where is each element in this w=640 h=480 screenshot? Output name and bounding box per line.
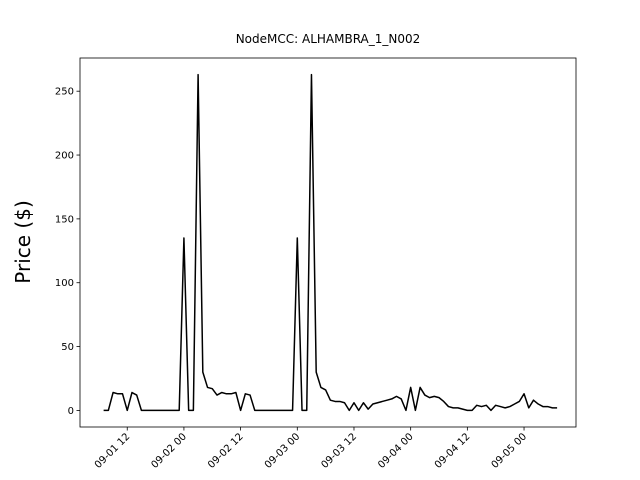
price-line [103, 73, 558, 412]
y-tick-label: 250 [55, 87, 74, 98]
y-tick-label: 50 [61, 342, 74, 353]
plot-frame [79, 57, 577, 428]
y-tick-label: 200 [55, 151, 74, 162]
y-axis-label: Price ($) [11, 200, 35, 283]
y-tick-label: 0 [68, 406, 74, 417]
chart-title: NodeMCC: ALHAMBRA_1_N002 [236, 32, 421, 46]
y-tick-label: 100 [55, 278, 74, 289]
y-tick-label: 150 [55, 214, 74, 225]
